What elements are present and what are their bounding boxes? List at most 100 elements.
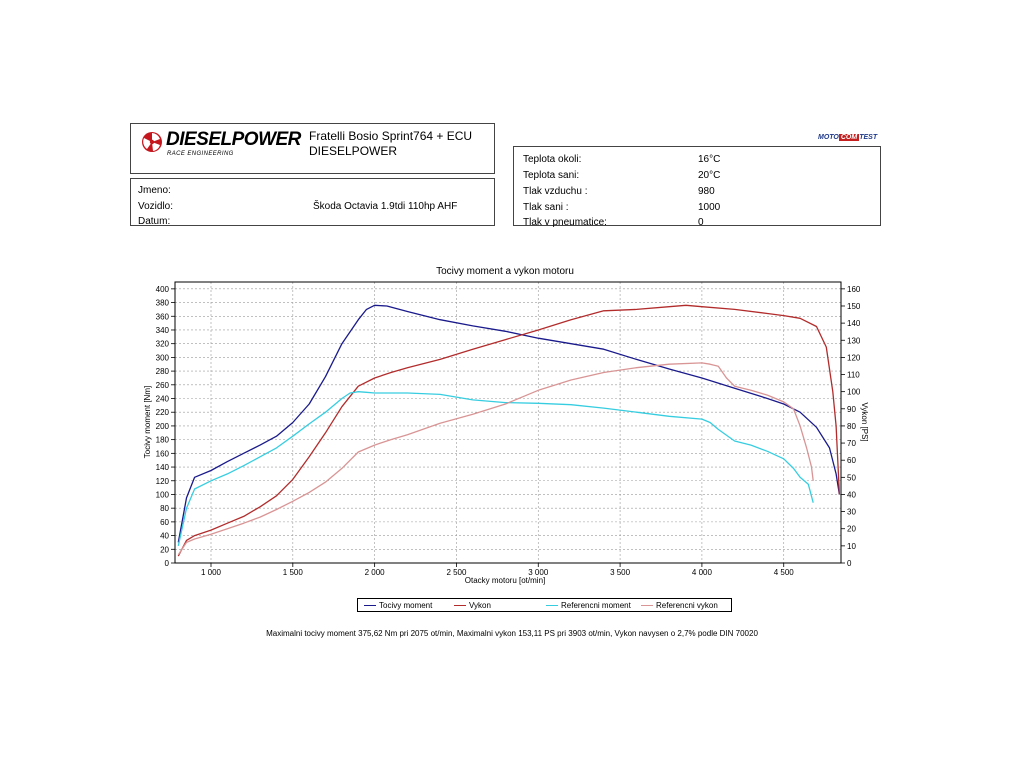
legend-swatch-ref-torque: [546, 605, 558, 607]
badge-test: TEST: [859, 134, 878, 141]
y-right-tick-label: 160: [847, 285, 861, 294]
y-left-tick-label: 320: [156, 340, 170, 349]
chart-grid: [175, 282, 841, 564]
motocom-test-badge: MOTO COM TEST: [818, 134, 877, 145]
legend-label-power: Vykon: [469, 601, 491, 610]
y-left-tick-label: 140: [156, 463, 170, 472]
y-right-tick-label: 50: [847, 473, 856, 482]
cond-value-air-pressure: 980: [698, 186, 715, 197]
y-right-tick-label: 30: [847, 508, 856, 517]
x-tick-label: 2 000: [365, 568, 386, 577]
series-line-power: [177, 304, 841, 557]
cond-value-ambient-temp: 16°C: [698, 154, 721, 165]
cond-value-intake-pressure: 1000: [698, 202, 721, 213]
y-left-tick-label: 160: [156, 449, 170, 458]
x-tick-label: 3 000: [528, 568, 549, 577]
y-left-tick-label: 300: [156, 353, 170, 362]
legend-item-torque: Tocivy moment: [364, 601, 432, 610]
y-left-tick-label: 40: [160, 532, 169, 541]
y-right-tick-label: 10: [847, 542, 856, 551]
turbo-fan-icon: [142, 132, 162, 152]
dyno-title-line2: DIESELPOWER: [309, 144, 398, 158]
y-left-tick-label: 280: [156, 367, 170, 376]
y-left-tick-label: 360: [156, 312, 170, 321]
y-left-tick-label: 400: [156, 285, 170, 294]
legend-item-ref-torque: Referencni moment: [546, 601, 631, 610]
y-right-tick-label: 140: [847, 319, 861, 328]
jmeno-label: Jmeno:: [138, 185, 171, 196]
max-values-caption: Maximalni tocivy moment 375,62 Nm pri 20…: [266, 629, 758, 638]
chart-axes: 0204060801001201401601802002202402602803…: [156, 285, 861, 577]
y-left-tick-label: 0: [165, 559, 170, 568]
y-right-tick-label: 90: [847, 405, 856, 414]
legend-swatch-power: [454, 605, 466, 607]
chart-title: Tocivy moment a vykon motoru: [436, 266, 574, 277]
y-right-tick-label: 100: [847, 388, 861, 397]
y-left-tick-label: 260: [156, 381, 170, 390]
vozidlo-label: Vozidlo:: [138, 201, 174, 212]
y-right-tick-label: 110: [847, 371, 860, 380]
x-tick-label: 4 500: [774, 568, 795, 577]
series-line-ref-power: [177, 362, 814, 556]
y-left-tick-label: 240: [156, 395, 170, 404]
y-right-tick-label: 60: [847, 456, 856, 465]
y-left-tick-label: 20: [160, 545, 169, 554]
test-conditions-box: Teplota okoli: 16°C Teplota sani: 20°C T…: [513, 146, 881, 228]
cond-label-intake-pressure: Tlak sani :: [523, 202, 569, 213]
x-tick-label: 2 500: [446, 568, 467, 577]
vozidlo-value: Škoda Octavia 1.9tdi 110hp AHF: [313, 201, 458, 212]
y-right-tick-label: 0: [847, 559, 852, 568]
y-right-tick-label: 40: [847, 490, 856, 499]
chart-series: [177, 304, 841, 557]
y-right-tick-label: 80: [847, 422, 856, 431]
x-tick-label: 3 500: [610, 568, 631, 577]
y-left-tick-label: 120: [156, 477, 170, 486]
y-left-tick-label: 100: [156, 490, 170, 499]
y-left-tick-label: 220: [156, 408, 170, 417]
x-axis-label: Otacky motoru [ot/min]: [465, 576, 545, 585]
badge-moto: MOTO: [818, 134, 839, 141]
legend-label-torque: Tocivy moment: [379, 601, 433, 610]
dyno-title: Fratelli Bosio Sprint764 + ECU DIESELPOW…: [309, 129, 472, 159]
y-left-tick-label: 340: [156, 326, 170, 335]
x-tick-label: 1 500: [283, 568, 304, 577]
y-axis-left-label: Tocivy moment [Nm]: [143, 386, 152, 458]
legend-swatch-torque: [364, 605, 376, 607]
chart-legend: Tocivy moment Vykon Referencni moment Re…: [357, 598, 732, 612]
y-right-tick-label: 20: [847, 525, 856, 534]
datum-label: Datum:: [138, 216, 171, 227]
x-tick-label: 4 000: [692, 568, 713, 577]
header-logo-box: DIESELPOWER RACE ENGINEERING Fratelli Bo…: [130, 123, 495, 174]
cond-label-ambient-temp: Teplota okoli:: [523, 154, 582, 165]
y-axis-right-label: Vykon [PS]: [860, 402, 869, 441]
y-right-tick-label: 130: [847, 336, 861, 345]
y-right-tick-label: 70: [847, 439, 856, 448]
brand-logo-text: DIESELPOWER: [166, 129, 301, 150]
series-line-ref-torque: [177, 391, 814, 547]
brand-logo-subtitle: RACE ENGINEERING: [167, 151, 234, 157]
legend-label-ref-torque: Referencni moment: [561, 601, 631, 610]
legend-item-ref-power: Referencni vykon: [641, 601, 718, 610]
legend-swatch-ref-power: [641, 605, 653, 607]
plot-area-frame: [174, 281, 842, 564]
cond-value-tyre-pressure: 0: [698, 217, 704, 228]
cond-label-intake-temp: Teplota sani:: [523, 170, 580, 181]
cond-label-air-pressure: Tlak vzduchu :: [523, 186, 588, 197]
y-left-tick-label: 380: [156, 299, 170, 308]
series-line-torque: [177, 304, 841, 543]
x-tick-label: 1 000: [201, 568, 222, 577]
legend-label-ref-power: Referencni vykon: [656, 601, 718, 610]
y-left-tick-label: 200: [156, 422, 170, 431]
cond-label-tyre-pressure: Tlak v pneumatice:: [523, 217, 607, 228]
y-left-tick-label: 180: [156, 436, 170, 445]
y-left-tick-label: 80: [160, 504, 169, 513]
dyno-title-line1: Fratelli Bosio Sprint764 + ECU: [309, 129, 473, 143]
legend-item-power: Vykon: [454, 601, 491, 610]
badge-com: COM: [838, 134, 860, 141]
cond-value-intake-temp: 20°C: [698, 170, 721, 181]
y-right-tick-label: 120: [847, 353, 861, 362]
y-right-tick-label: 150: [847, 302, 861, 311]
vehicle-info-box: Jmeno: Vozidlo: Škoda Octavia 1.9tdi 110…: [130, 178, 495, 227]
y-left-tick-label: 60: [160, 518, 169, 527]
